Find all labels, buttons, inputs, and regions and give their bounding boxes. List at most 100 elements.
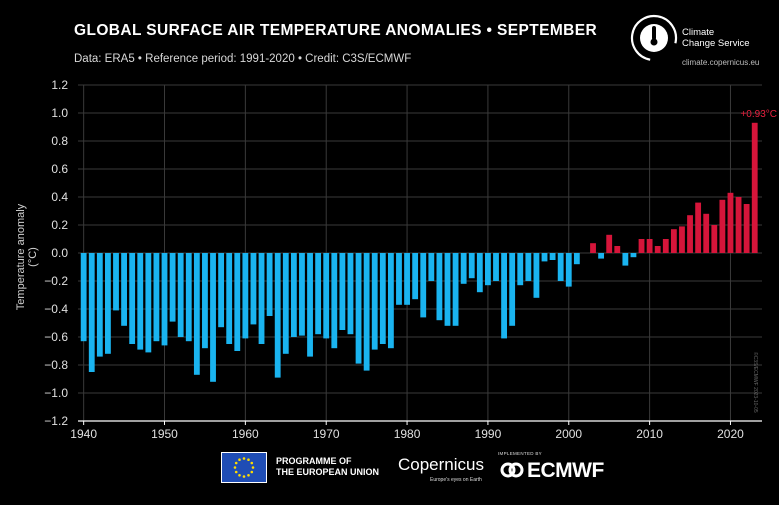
bar-1949 [153,253,160,342]
bar-1997 [541,253,548,262]
eu-flag-icon [221,452,267,483]
eu-star-icon [234,470,238,474]
x-tick-label: 1980 [394,427,421,440]
y-tick-label: 0.6 [51,162,68,176]
bar-1992 [501,253,507,339]
bar-1984 [436,253,443,321]
y-tick-label: 0.2 [51,218,68,232]
thermometer-globe-icon [630,14,678,62]
bar-1999 [557,253,564,281]
bar-2003 [590,243,596,253]
bar-1961 [250,253,257,325]
eu-stars-icon [233,457,255,478]
bar-1979 [396,253,402,305]
bar-1960 [242,253,249,339]
logo-text: Climate Change Service [682,27,750,49]
logo-name-line1: Climate [682,27,715,38]
bar-1993 [509,253,516,326]
bar-2021 [735,197,742,253]
y-tick-label: −0.2 [44,274,68,288]
bar-2020 [727,192,734,253]
y-tick-label: −1.0 [44,386,68,400]
bar-2007 [622,253,629,266]
chart-title: GLOBAL SURFACE AIR TEMPERATURE ANOMALIES… [74,22,598,39]
bar-1944 [113,253,119,311]
eu-star-icon [250,461,254,465]
bar-1941 [88,253,95,372]
bar-1959 [234,253,241,351]
eu-star-icon [251,466,255,469]
bar-1948 [145,253,152,353]
bar-1994 [517,253,524,286]
eu-star-icon [238,473,241,477]
bar-1952 [177,253,184,337]
bar-1950 [161,253,168,346]
ecmwf-logo: ECMWF [527,459,604,482]
y-tick-label: −0.6 [44,330,68,344]
bar-1972 [339,253,346,330]
bar-2016 [695,202,702,253]
bar-1971 [331,253,338,349]
x-tick-label: 2000 [555,427,582,440]
bar-1953 [185,253,192,342]
chart-subtitle: Data: ERA5 • Reference period: 1991-2020… [74,53,412,65]
side-credit: ©C3S/ECMWF 2023-10-05 [752,352,758,413]
bar-1998 [549,253,556,260]
bar-1975 [363,253,370,371]
bar-2006 [614,246,621,253]
bar-1985 [444,253,451,326]
y-tick-label: −0.4 [44,302,68,316]
bar-1981 [412,253,419,300]
bar-1956 [210,253,216,382]
bar-1942 [96,253,103,357]
bar-1969 [315,253,322,335]
copernicus-tagline: Europe's eyes on Earth [430,477,482,483]
bar-chart: −1.2 −1.0 −0.8 −0.6 −0.4 −0.2 0.0 0.2 0.4 0.6 0.8 1… [44,78,777,440]
x-tick-label: 2020 [717,427,744,440]
bar-1955 [202,253,208,349]
bar-2017 [703,213,710,253]
logo-name-line2: Change Service [682,38,750,49]
bar-1977 [379,253,386,344]
y-tick-label: 0.8 [51,134,68,148]
eu-line2: THE EUROPEAN UNION [276,467,380,477]
eu-star-icon [242,457,246,460]
bar-2009 [638,239,645,253]
bar-2018 [711,225,718,253]
eu-star-icon [250,470,254,474]
x-tick-label: 1960 [232,427,259,440]
bar-2014 [679,226,685,253]
bar-2010 [646,239,653,253]
bar-1966 [290,253,297,337]
eu-programme-text: PROGRAMME OF THE EUROPEAN UNION [276,456,379,478]
eu-star-icon [233,466,237,469]
bar-1995 [525,253,532,281]
ecmwf-implemented-label: IMPLEMENTED BY [498,451,542,456]
y-tick-label: 1.0 [51,106,68,120]
y-tick-label: −0.8 [44,358,68,372]
x-tick-label: 1940 [70,427,97,440]
eu-star-icon [234,461,238,465]
bar-1973 [347,253,354,335]
eu-star-icon [247,473,250,477]
bar-2022 [743,204,750,253]
y-tick-label: 0.4 [51,190,68,204]
bar-2011 [654,246,661,253]
bar-2008 [630,253,637,258]
bar-2001 [573,253,580,265]
bar-1963 [266,253,273,316]
bar-1964 [274,253,281,378]
bar-1962 [258,253,265,344]
bar-1986 [452,253,459,326]
bar-1983 [428,253,435,281]
bar-2004 [598,253,605,259]
x-tick-label: 1950 [151,427,178,440]
bar-1980 [404,253,410,305]
bar-1951 [169,253,176,322]
bar-1965 [282,253,289,354]
bar-1974 [355,253,362,364]
bar-1978 [387,253,394,349]
bar-1976 [371,253,378,350]
bar-1996 [533,253,540,298]
bar-1967 [299,253,305,336]
